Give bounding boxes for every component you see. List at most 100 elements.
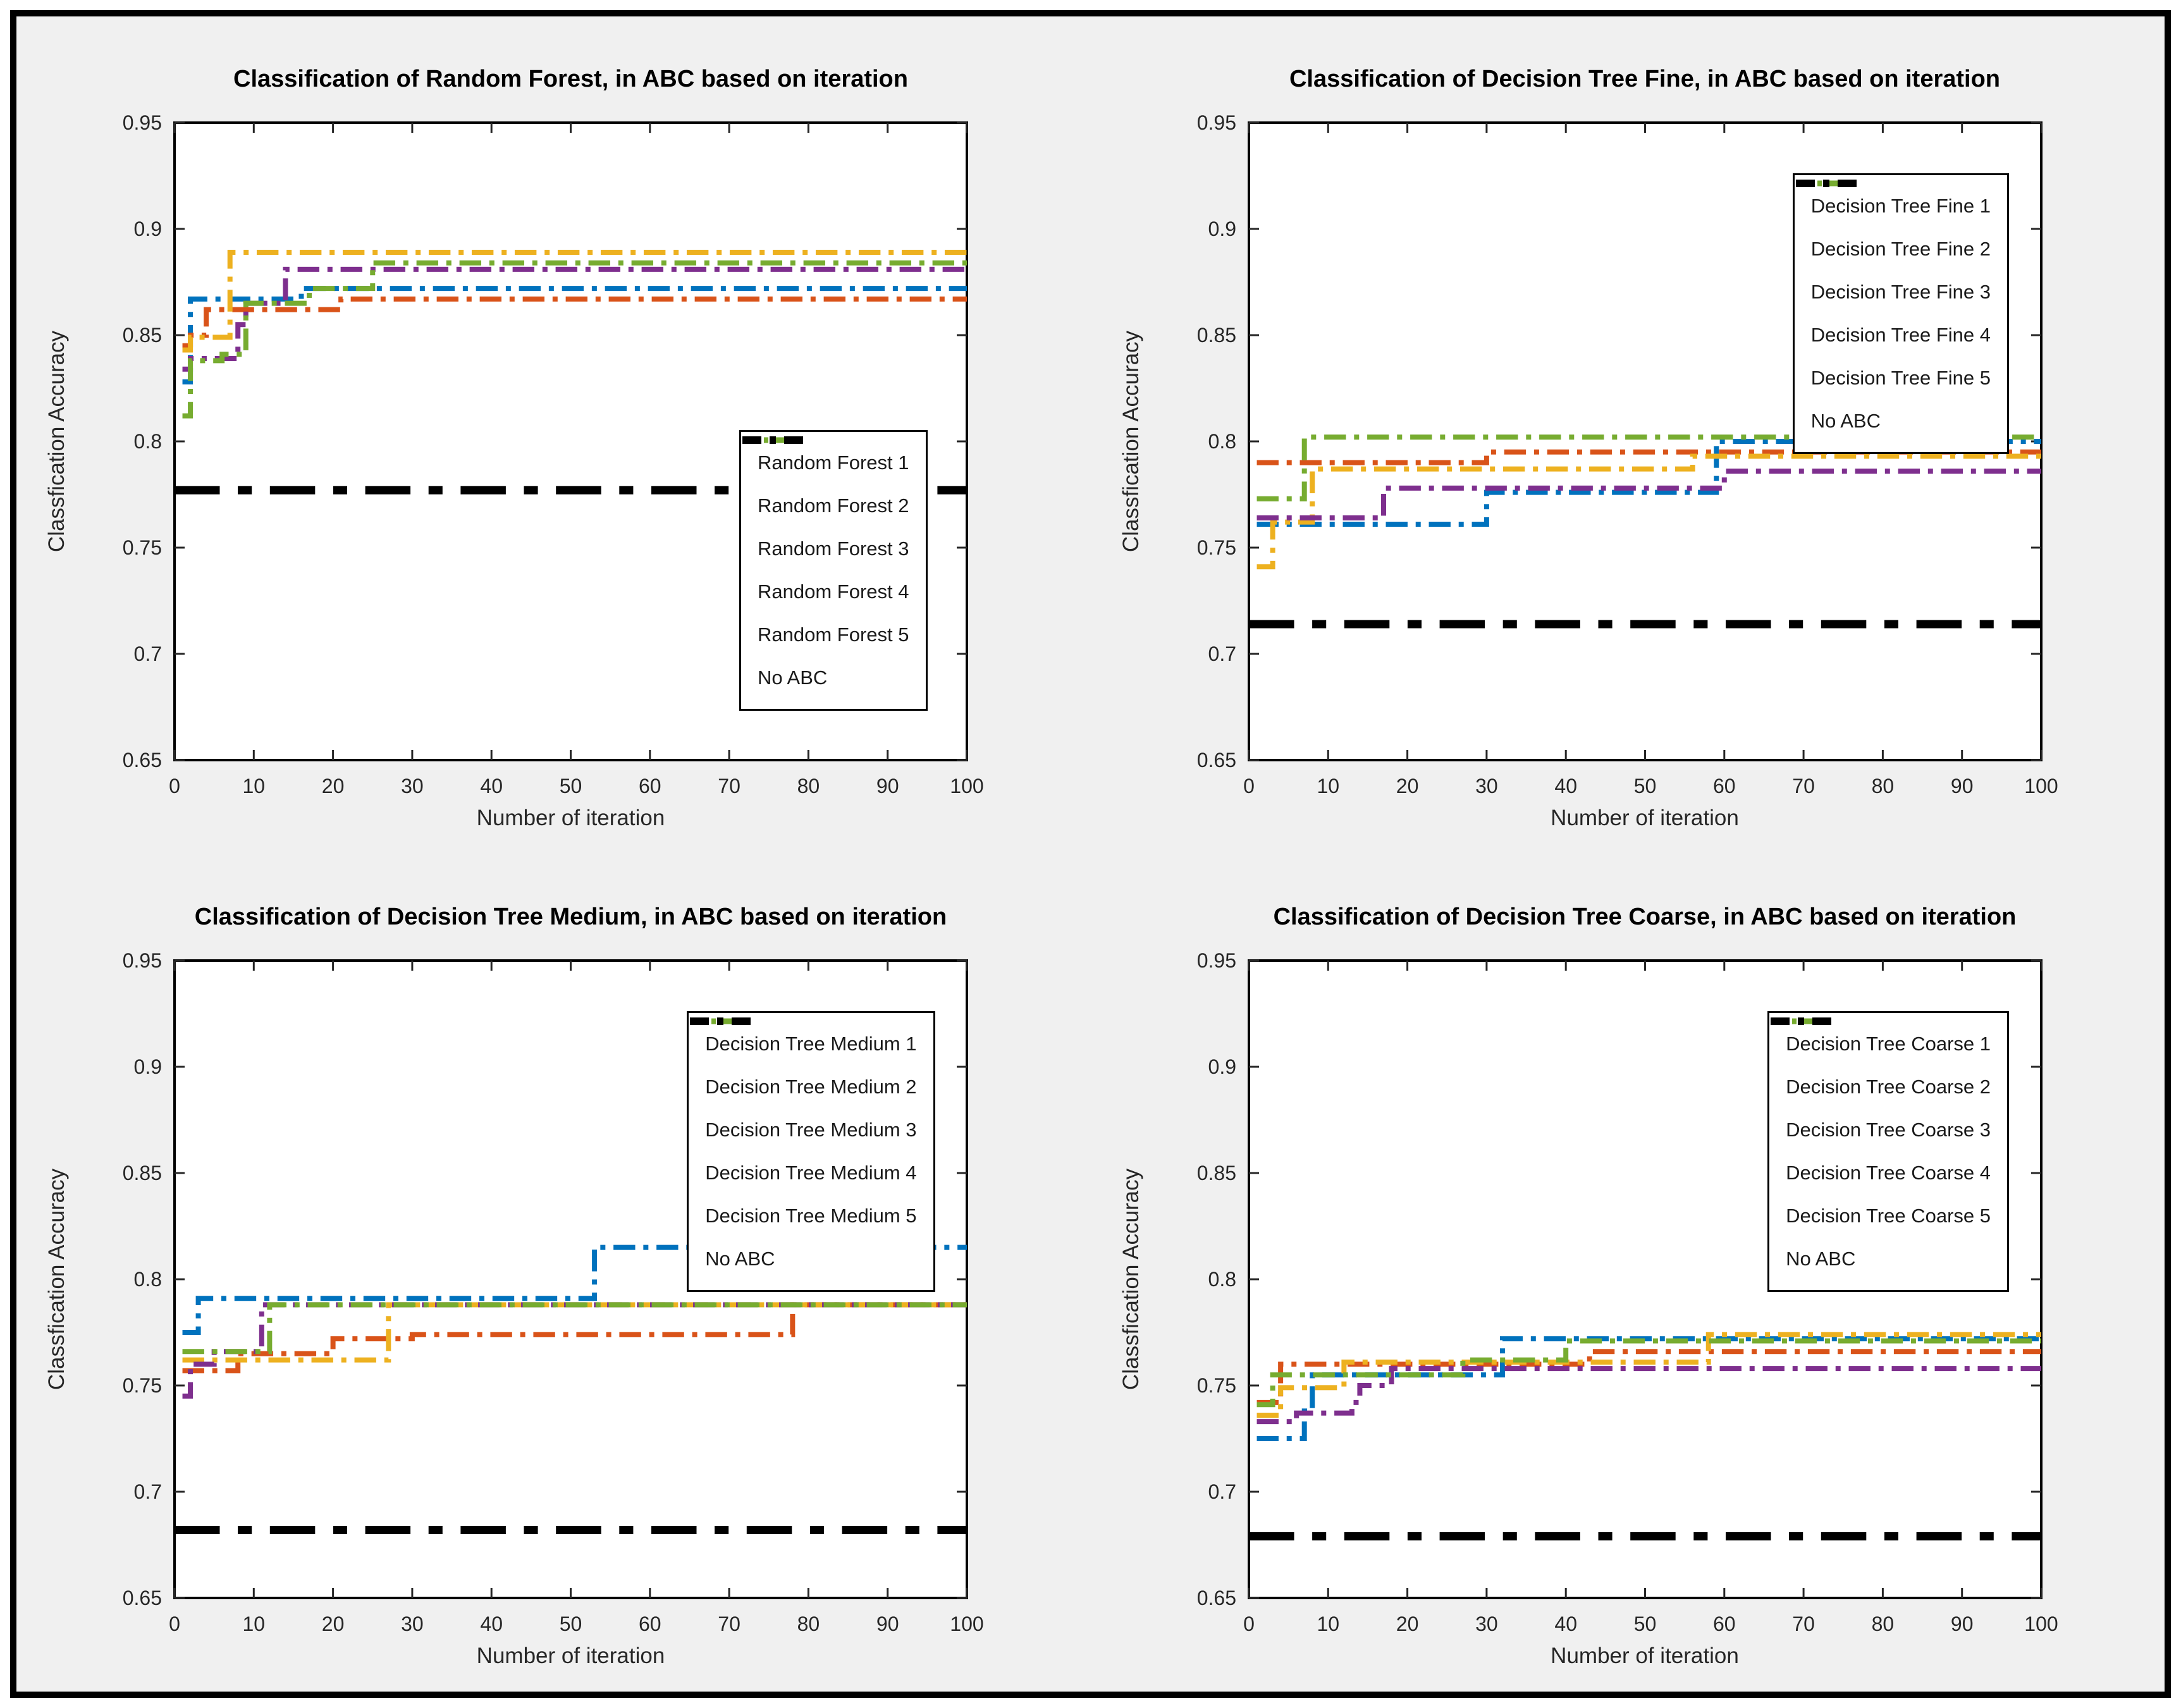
legend-item: Decision Tree Medium 1 [690,1018,917,1062]
subplot-decision-tree-medium: 0 10 20 30 40 50 60 70 80 90 100 0.65 0.7 0.75 0.8 0.85… [16,854,1091,1692]
legend-item-label: Random Forest 2 [758,494,909,517]
x-axis-label: Number of iteration [476,1643,665,1668]
legend-item: Decision Tree Fine 4 [1795,180,1991,353]
legend-item-label: Decision Tree Medium 2 [705,1075,917,1098]
legend-item: Decision Tree Fine 1 [1795,180,1991,224]
x-tick-label: 80 [1871,775,1894,797]
tick-marks [1248,121,2042,761]
plot-canvas: 0 10 20 30 40 50 60 70 80 90 100 0.65 0.7 0.75 0.8 0.85… [123,111,984,797]
y-tick-label: 0.75 [1196,536,1236,559]
legend-item-label: Decision Tree Medium 1 [705,1032,917,1055]
legend-item: Decision Tree Coarse 5 [1771,1018,1991,1234]
legend-line-sample-icon [1771,1017,1832,1025]
legend-item-label: Decision Tree Coarse 1 [1786,1032,1991,1055]
series-line-decision-tree-coarse-1 [1256,1336,2041,1441]
legend: Decision Tree Fine 1 Decision Tree Fine 2… [1792,173,2009,454]
x-tick-label: 70 [718,1613,740,1635]
legend-item-label: Decision Tree Medium 5 [705,1204,917,1227]
y-tick-label: 0.95 [123,111,162,134]
legend-item-label: Decision Tree Medium 3 [705,1118,917,1141]
y-tick-label: 0.65 [1196,749,1236,771]
legend-item-label: Decision Tree Coarse 4 [1786,1161,1991,1184]
x-tick-label: 40 [480,775,503,797]
x-axis-label: Number of iteration [476,806,665,830]
legend-line-sample-icon [690,1017,751,1025]
series-line-decision-tree-medium-3 [182,1301,967,1363]
y-tick-label: 0.9 [1208,218,1236,240]
y-tick-label: 0.85 [1196,324,1236,347]
x-tick-label: 40 [1554,775,1577,797]
legend: Decision Tree Medium 1 Decision Tree Medi… [687,1011,935,1292]
y-axis-label: Classfication Accuracy [44,1168,69,1390]
tick-marks [173,959,968,1599]
page-title: Classification of Random Forest, in ABC … [233,66,908,92]
page-title: Classification of Decision Tree Fine, in… [1289,66,2001,92]
legend-item-label: Decision Tree Fine 1 [1810,195,1991,217]
y-tick-label: 0.85 [123,1162,162,1184]
legend-item: No ABC [1771,1017,1991,1277]
x-tick-label: 0 [169,1613,180,1635]
x-axis-label: Number of iteration [1551,806,1739,830]
legend-item: Random Forest 5 [742,437,909,653]
legend-item: Decision Tree Fine 3 [1795,180,1991,310]
legend-item: No ABC [1795,180,1991,439]
x-tick-label: 10 [243,1613,266,1635]
legend-item: Decision Tree Coarse 4 [1771,1018,1991,1191]
series-line-decision-tree-fine-1 [1256,439,2041,527]
legend-item-label: Decision Tree Coarse 2 [1786,1075,1991,1098]
legend-item: Decision Tree Medium 4 [690,1018,917,1191]
x-tick-label: 20 [322,1613,345,1635]
legend-item: Decision Tree Fine 2 [1795,180,1991,267]
x-tick-label: 80 [1871,1613,1894,1635]
legend-item: No ABC [690,1017,916,1277]
x-tick-label: 100 [950,775,983,797]
series-line-random-forest-5 [182,260,967,419]
legend-item: Random Forest 4 [742,437,909,610]
x-tick-label: 30 [1475,1613,1498,1635]
legend: Decision Tree Coarse 1 Decision Tree Coar… [1767,1011,2009,1292]
x-tick-label: 80 [797,1613,820,1635]
x-axis-label: Number of iteration [1551,1643,1739,1668]
x-tick-label: 100 [2024,775,2058,797]
y-tick-label: 0.95 [1196,949,1236,972]
x-tick-label: 30 [401,775,424,797]
x-tick-label: 20 [1396,775,1418,797]
series-line-decision-tree-coarse-4 [1256,1365,2041,1424]
legend-item: Random Forest 2 [742,437,909,524]
x-tick-label: 70 [1792,1613,1815,1635]
legend-item-label: No ABC [705,1247,775,1270]
x-tick-label: 60 [639,1613,661,1635]
y-tick-label: 0.75 [123,536,162,559]
y-tick-label: 0.7 [1208,1480,1236,1503]
legend-line-sample-icon [742,436,803,444]
y-tick-label: 0.9 [134,1055,162,1078]
legend-item: No ABC [742,436,909,696]
y-tick-label: 0.9 [1208,1055,1236,1078]
y-tick-label: 0.8 [134,430,162,453]
legend-item: Decision Tree Coarse 3 [1771,1018,1991,1148]
legend-item: Decision Tree Medium 2 [690,1018,917,1105]
legend-item-label: Decision Tree Coarse 5 [1786,1204,1991,1227]
legend-item: Decision Tree Fine 5 [1795,180,1991,396]
x-tick-label: 0 [169,775,180,797]
tick-marks [173,121,968,761]
y-tick-label: 0.7 [1208,642,1236,665]
legend-item: Decision Tree Medium 5 [690,1018,917,1234]
figure-frame: 0 10 20 30 40 50 60 70 80 90 100 0.65 0.7 0.75 0.8 0.85… [10,10,2171,1698]
legend-item: Random Forest 3 [742,437,909,567]
y-tick-label: 0.85 [123,324,162,347]
x-tick-label: 90 [1950,775,1973,797]
legend-item-label: Decision Tree Fine 5 [1810,367,1991,389]
x-tick-label: 30 [401,1613,424,1635]
x-tick-label: 90 [876,1613,899,1635]
y-tick-label: 0.9 [134,218,162,240]
subplot-random-forest: 0 10 20 30 40 50 60 70 80 90 100 0.65 0.7 0.75 0.8 0.85… [16,16,1091,854]
legend-item: Decision Tree Coarse 2 [1771,1018,1991,1105]
subplot-decision-tree-coarse: 0 10 20 30 40 50 60 70 80 90 100 0.65 0.7 0.75 0.8 0.85… [1091,854,2165,1692]
series-line-decision-tree-fine-4 [1256,469,2041,520]
x-tick-label: 60 [1713,775,1736,797]
x-tick-label: 50 [560,775,582,797]
y-tick-label: 0.85 [1196,1162,1236,1184]
legend-item-label: Decision Tree Coarse 3 [1786,1118,1991,1141]
